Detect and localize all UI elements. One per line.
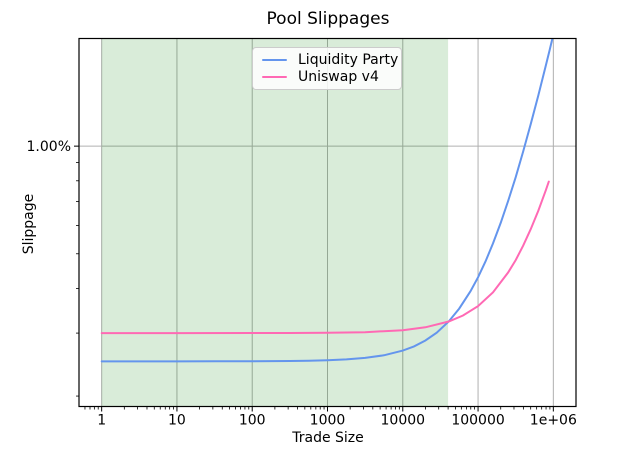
legend: Liquidity Party Uniswap v4 xyxy=(252,47,402,90)
x-tick-label: 1e+06 xyxy=(530,413,577,429)
highlight-region xyxy=(101,38,449,407)
legend-item: Liquidity Party xyxy=(262,52,398,68)
x-tick-label: 10000 xyxy=(381,413,426,429)
legend-line-swatch xyxy=(262,75,287,78)
y-axis-label: Slippage xyxy=(21,193,37,255)
x-tick-label: 10 xyxy=(168,413,186,429)
series-line-liquidity-party xyxy=(100,38,554,363)
legend-label: Liquidity Party xyxy=(298,52,399,69)
x-tick-label: 1 xyxy=(97,413,106,429)
y-tick-label: 1.00% xyxy=(27,139,71,155)
x-axis-label: Trade Size xyxy=(292,430,364,446)
x-tick-label: 100000 xyxy=(451,413,504,429)
legend-item: Uniswap v4 xyxy=(262,69,392,85)
x-tick-label: 100 xyxy=(239,413,266,429)
legend-label: Uniswap v4 xyxy=(298,68,379,85)
legend-line-swatch xyxy=(262,59,287,62)
series-line-uniswap-v4 xyxy=(100,180,550,335)
x-tick-label: 1000 xyxy=(310,413,346,429)
chart-title: Pool Slippages xyxy=(266,9,390,29)
